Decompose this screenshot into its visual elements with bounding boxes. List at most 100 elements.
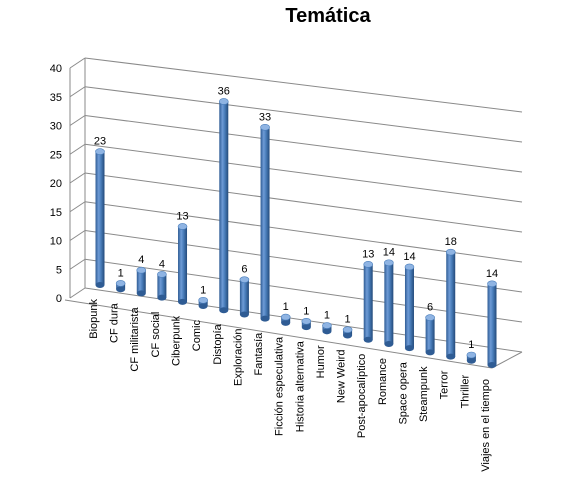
gridlines	[64, 57, 523, 369]
gridline-depth	[69, 115, 86, 126]
bar	[466, 351, 477, 364]
y-tick-label: 35	[50, 92, 62, 104]
bar	[322, 322, 332, 335]
bar-top	[157, 271, 167, 278]
bar-base	[260, 315, 270, 322]
bar-base	[384, 340, 394, 347]
bar-base	[343, 332, 353, 339]
gridline	[84, 172, 523, 233]
bar-body	[363, 264, 373, 340]
x-tick-label: Exploración	[232, 328, 244, 385]
data-label: 1	[118, 267, 124, 279]
x-tick-label: Steampunk	[418, 366, 430, 422]
bar-top	[177, 223, 188, 230]
data-label: 14	[403, 251, 415, 263]
data-label: 33	[259, 111, 271, 123]
x-tick-label: Biopunk	[88, 299, 100, 339]
x-tick-label: Viajes en el tiempo	[480, 379, 492, 472]
bars	[95, 98, 497, 368]
y-tick-label: 25	[50, 149, 62, 161]
bar-base	[363, 336, 373, 343]
data-label: 6	[241, 264, 247, 276]
bar-base	[219, 307, 229, 314]
bar-body	[425, 317, 435, 353]
data-label: 18	[445, 236, 457, 248]
bar	[136, 266, 147, 297]
bar-base	[425, 349, 435, 356]
bar-body	[239, 279, 249, 315]
data-label: 1	[345, 314, 351, 326]
bar-body	[157, 274, 167, 298]
bar	[404, 263, 415, 352]
bar-top	[115, 280, 126, 287]
data-label: 1	[324, 310, 330, 322]
x-tick-label: Space opera	[397, 361, 409, 424]
bar	[363, 261, 374, 343]
bar	[301, 318, 312, 331]
chart-title: Temática	[285, 5, 371, 27]
bar-base	[281, 319, 291, 326]
bar-body	[487, 283, 497, 365]
bar-top	[445, 248, 456, 256]
bar-base	[404, 345, 414, 352]
x-tick-label: Comic	[191, 320, 203, 352]
data-label: 14	[486, 268, 498, 280]
x-tick-label: Fantasía	[253, 332, 265, 376]
bar-top	[239, 276, 250, 283]
bar	[445, 248, 456, 360]
y-tick-label: 30	[50, 121, 62, 133]
data-label: 1	[468, 339, 474, 351]
data-label: 4	[138, 254, 144, 266]
y-tick-label: 20	[50, 178, 62, 190]
data-label: 1	[303, 305, 309, 317]
bar	[239, 276, 250, 318]
bar-top	[136, 266, 147, 274]
gridline	[84, 86, 523, 143]
bar-top	[95, 148, 105, 155]
gridline	[84, 201, 523, 263]
bar-top	[466, 351, 477, 359]
bar-base	[95, 282, 105, 288]
bar	[115, 280, 126, 293]
bar	[218, 98, 229, 314]
bar	[177, 223, 188, 305]
x-tick-label: Ciberpunk	[171, 315, 183, 366]
bar-top	[425, 314, 435, 321]
bar-top	[198, 296, 208, 304]
gridline	[84, 115, 523, 173]
bar-body	[446, 252, 456, 357]
gridline-depth	[69, 57, 86, 69]
y-axis-ticks: 0 5 10 15 20 25 30 35 40	[50, 63, 62, 305]
x-tick-label: New Weird	[336, 350, 348, 404]
x-tick-label: Humor	[315, 345, 327, 378]
data-label: 1	[283, 301, 289, 313]
bar-base	[136, 290, 146, 297]
gridline	[84, 143, 523, 203]
x-axis-line	[64, 299, 493, 369]
gridline-depth	[69, 172, 86, 184]
bar-body	[136, 270, 146, 294]
bar-body	[178, 226, 188, 302]
data-label: 6	[427, 302, 433, 314]
x-tick-label: CF social	[150, 312, 162, 358]
bar	[342, 326, 353, 339]
bar-top	[487, 280, 497, 288]
y-tick-label: 15	[50, 207, 62, 219]
bar-base	[157, 294, 167, 301]
bar-base	[322, 328, 332, 335]
bar-top	[322, 322, 332, 329]
y-tick-label: 10	[50, 236, 62, 248]
bar-base	[301, 324, 311, 331]
bar-base	[178, 298, 188, 305]
floor-right-edge	[491, 351, 523, 369]
bar-body	[260, 127, 270, 319]
data-label: 14	[383, 247, 395, 259]
data-label: 13	[176, 210, 188, 222]
x-tick-label: Post-apocalíptico	[356, 354, 368, 438]
bar	[157, 271, 167, 301]
bar	[260, 123, 270, 322]
bar-body	[404, 266, 414, 349]
bar	[95, 148, 105, 288]
